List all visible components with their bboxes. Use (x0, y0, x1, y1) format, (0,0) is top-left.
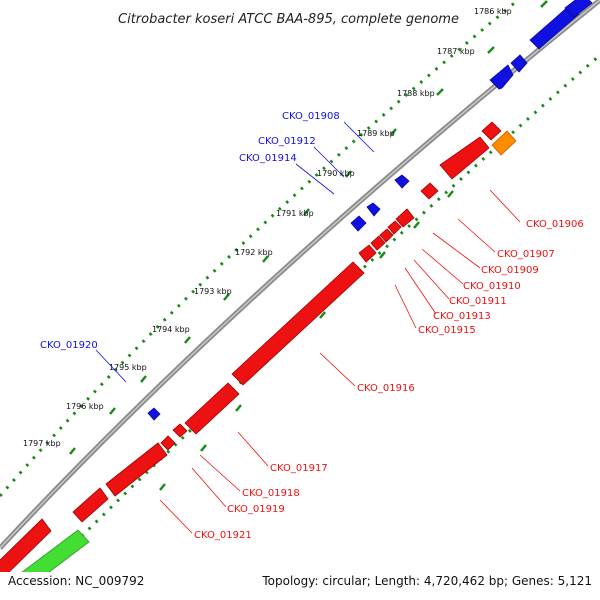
map-title: Citrobacter koseri ATCC BAA-895, complet… (118, 12, 459, 27)
gene-rna-block[interactable] (491, 130, 517, 156)
gene-label[interactable]: CKO_01921 (194, 530, 252, 541)
gene-reverse-arrow[interactable] (420, 182, 439, 200)
inner-ticks (159, 190, 454, 491)
outer-tick-ring (0, 0, 519, 497)
kbp-ticks (69, 0, 548, 455)
kbp-label: 1787 kbp (437, 47, 475, 56)
gene-reverse-arrow[interactable] (379, 228, 394, 243)
gene-other-block[interactable] (5, 529, 90, 597)
accession-label: Accession: NC_009792 (8, 574, 145, 588)
kbp-label: 1786 kbp (474, 7, 512, 16)
kbp-label: 1797 kbp (23, 439, 61, 448)
gene-label[interactable]: CKO_01908 (282, 111, 340, 122)
kbp-label: 1792 kbp (235, 248, 273, 257)
gene-reverse-arrow[interactable] (231, 261, 365, 386)
gene-forward-arrow[interactable] (529, 4, 580, 50)
kbp-label: 1790 kbp (317, 169, 355, 178)
genome-info-label: Topology: circular; Length: 4,720,462 bp… (262, 574, 592, 588)
gene-forward-arrow[interactable] (510, 54, 528, 73)
kbp-label: 1794 kbp (152, 325, 190, 334)
gene-reverse-arrow[interactable] (72, 487, 109, 523)
gene-forward-arrow[interactable] (564, 0, 593, 18)
gene-reverse-arrow[interactable] (184, 382, 240, 435)
gene-reverse-arrow[interactable] (370, 235, 386, 251)
forward-leaders (95, 121, 375, 383)
kbp-label: 1788 kbp (397, 89, 435, 98)
gene-label[interactable]: CKO_01918 (242, 488, 300, 499)
reverse-leaders (159, 189, 521, 534)
gene-forward-arrow[interactable] (147, 407, 161, 421)
gene-label[interactable]: CKO_01907 (497, 249, 555, 260)
reverse-gene-labels: CKO_01906 CKO_01907 CKO_01909 CKO_01910 … (194, 219, 584, 541)
gene-label[interactable]: CKO_01917 (270, 463, 328, 474)
kbp-label: 1791 kbp (276, 209, 314, 218)
reverse-genes (0, 121, 502, 577)
gene-reverse-arrow[interactable] (439, 136, 490, 180)
gene-reverse-arrow[interactable] (0, 518, 52, 577)
gene-label[interactable]: CKO_01911 (449, 296, 507, 307)
gene-reverse-arrow[interactable] (395, 208, 415, 228)
gene-reverse-arrow[interactable] (481, 121, 502, 141)
gene-forward-arrow[interactable] (350, 215, 367, 232)
gene-label[interactable]: CKO_01909 (481, 265, 539, 276)
gene-label[interactable]: CKO_01913 (433, 311, 491, 322)
kbp-label: 1793 kbp (194, 287, 232, 296)
gene-label[interactable]: CKO_01915 (418, 325, 476, 336)
gene-label[interactable]: CKO_01906 (526, 219, 584, 230)
kbp-label: 1796 kbp (66, 402, 104, 411)
kbp-labels: 1786 kbp 1787 kbp 1788 kbp 1789 kbp 1790… (23, 7, 512, 448)
gene-label[interactable]: CKO_01920 (40, 340, 98, 351)
gene-label[interactable]: CKO_01919 (227, 504, 285, 515)
gene-reverse-arrow[interactable] (172, 423, 188, 438)
gene-reverse-arrow[interactable] (387, 220, 402, 235)
gene-label[interactable]: CKO_01916 (357, 383, 415, 394)
forward-genes (147, 0, 593, 421)
gene-label[interactable]: CKO_01912 (258, 136, 316, 147)
gene-label[interactable]: CKO_01914 (239, 153, 297, 164)
gene-forward-arrow[interactable] (394, 174, 410, 189)
kbp-label: 1795 kbp (109, 363, 147, 372)
gene-reverse-arrow[interactable] (105, 442, 168, 497)
kbp-label: 1789 kbp (357, 129, 395, 138)
forward-gene-labels: CKO_01908 CKO_01912 CKO_01914 CKO_01920 (40, 111, 340, 351)
gene-reverse-arrow[interactable] (160, 435, 176, 451)
gene-reverse-arrow[interactable] (358, 244, 377, 263)
gene-forward-arrow[interactable] (366, 202, 381, 217)
gene-forward-arrow[interactable] (489, 64, 514, 90)
gene-label[interactable]: CKO_01910 (463, 281, 521, 292)
